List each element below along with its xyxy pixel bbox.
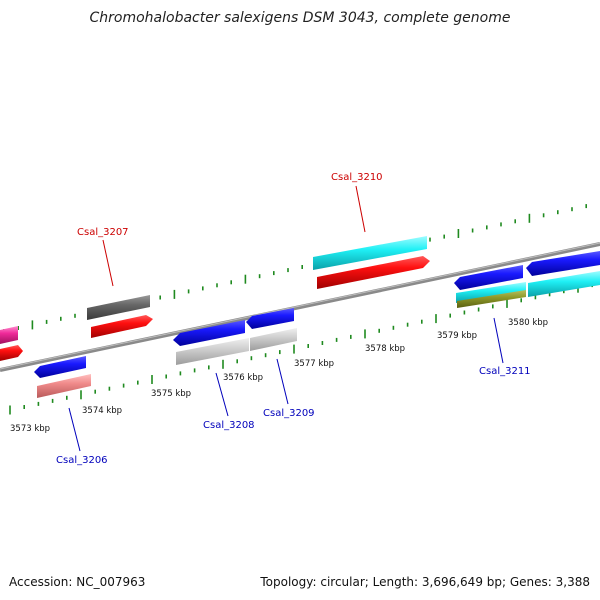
gene-blue-csal-3206 (34, 356, 86, 378)
gene-red-csal-3207 (91, 315, 153, 338)
kbp-label-3574: 3574 kbp (82, 406, 122, 416)
kbp-label-3578: 3578 kbp (365, 344, 405, 354)
gene-olive-csal-3211 (457, 290, 526, 308)
gene-cyan-csal-3210 (313, 236, 427, 270)
gene-gray-csal-3206-upper (87, 295, 150, 320)
genome-backbone-highlight (0, 242, 600, 370)
map-title: Chromohalobacter salexigens DSM 3043, co… (89, 10, 511, 26)
gene-magenta-left-edge (0, 326, 18, 344)
gene-label-csal-3207: Csal_3207 (77, 227, 129, 238)
gene-label-csal-3208: Csal_3208 (203, 420, 255, 431)
kbp-label-3576: 3576 kbp (223, 373, 263, 383)
gene-label-csal-3209: Csal_3209 (263, 408, 315, 419)
gene-blue-csal-3208 (173, 320, 245, 346)
gene-cyan-csal-3211 (456, 282, 526, 303)
kbp-label-3573: 3573 kbp (10, 424, 50, 434)
gene-salmon-csal-3206 (37, 374, 91, 398)
gene-red-csal-3210 (317, 256, 430, 289)
kbp-label-3575: 3575 kbp (151, 389, 191, 399)
gene-blue-csal-3209 (246, 308, 294, 329)
kbp-label-3579: 3579 kbp (437, 331, 477, 341)
gene-blue-csal-3211 (454, 265, 523, 290)
gene-lgray-csal-3208 (176, 338, 249, 365)
forward-strand-genes (0, 236, 430, 361)
accession-text: Accession: NC_007963 (9, 575, 146, 589)
gene-labels: Csal_3207 Csal_3210 Csal_3206 Csal_3208 … (56, 172, 531, 466)
kbp-label-3580: 3580 kbp (508, 318, 548, 328)
leader-csal-3210 (355, 185, 366, 233)
genome-backbone (0, 242, 600, 372)
reverse-strand-genes (34, 251, 600, 398)
gene-lgray-csal-3209 (250, 328, 297, 351)
kbp-labels: 3573 kbp 3574 kbp 3575 kbp 3576 kbp 3577… (10, 318, 548, 434)
leader-csal-3209 (276, 358, 289, 405)
gene-label-csal-3206: Csal_3206 (56, 455, 108, 466)
gene-label-csal-3210: Csal_3210 (331, 172, 383, 183)
leader-csal-3211 (493, 317, 504, 364)
kbp-label-3577: 3577 kbp (294, 359, 334, 369)
leader-csal-3207 (102, 239, 114, 287)
label-leaders (68, 185, 504, 452)
gene-blue-right-edge (526, 251, 600, 276)
gene-cyan-right-edge (528, 271, 600, 297)
topology-summary: Topology: circular; Length: 3,696,649 bp… (260, 575, 590, 589)
gene-label-csal-3211: Csal_3211 (479, 366, 531, 377)
leader-csal-3208 (215, 372, 229, 417)
gene-red-left-edge (0, 345, 23, 361)
leader-csal-3206 (68, 407, 81, 452)
